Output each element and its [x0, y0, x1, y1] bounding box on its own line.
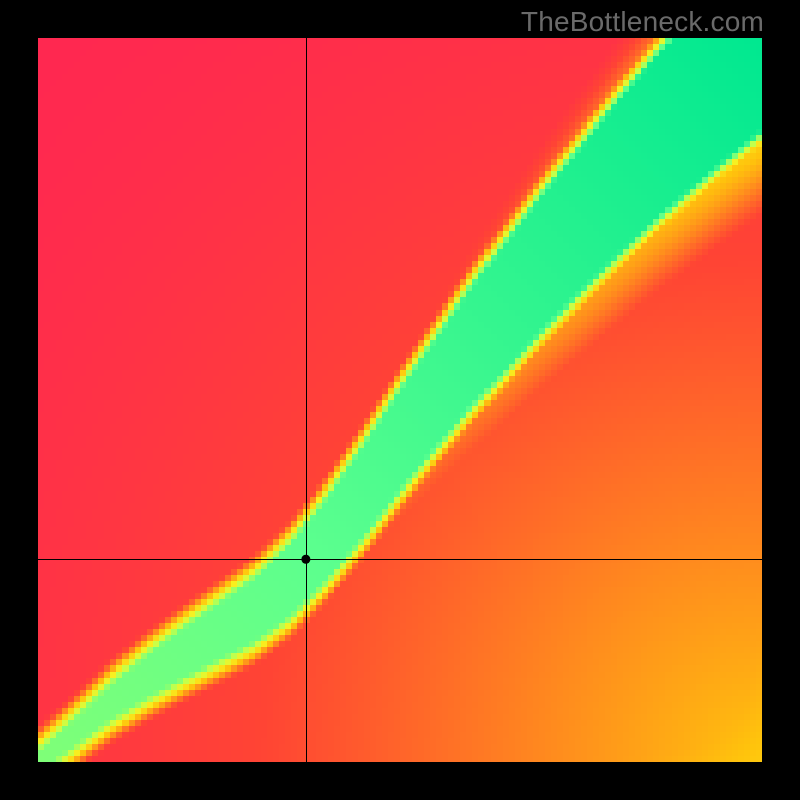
watermark-text: TheBottleneck.com	[521, 6, 764, 38]
bottleneck-heatmap	[38, 38, 762, 762]
